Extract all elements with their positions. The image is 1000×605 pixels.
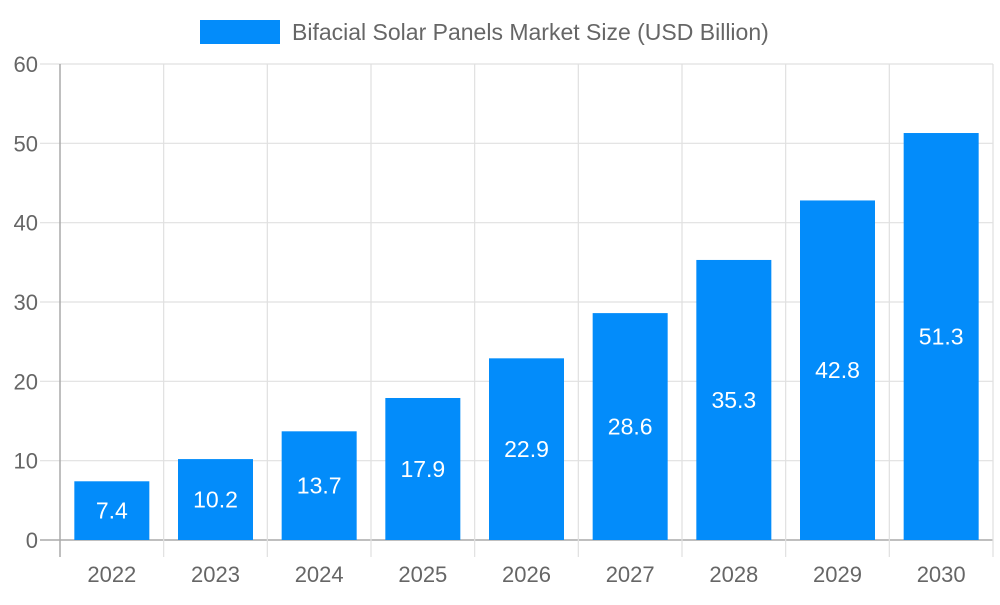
- y-tick-label: 0: [26, 528, 38, 553]
- y-tick-label: 10: [14, 449, 38, 474]
- data-label: 42.8: [815, 357, 860, 383]
- y-tick-label: 20: [14, 369, 38, 394]
- bar-2022: [74, 481, 150, 540]
- x-tick-label: 2024: [295, 562, 344, 587]
- data-label: 51.3: [919, 324, 964, 350]
- bar-2030: [903, 133, 979, 540]
- legend[interactable]: Bifacial Solar Panels Market Size (USD B…: [200, 19, 769, 45]
- bar-2026: [489, 358, 564, 540]
- y-tick-label: 50: [14, 131, 38, 156]
- bar-2027: [592, 313, 668, 540]
- data-label: 17.9: [400, 456, 445, 482]
- data-label: 35.3: [711, 387, 756, 413]
- x-tick-label: 2030: [917, 562, 966, 587]
- bar-2028: [696, 259, 772, 540]
- x-tick-label: 2026: [502, 562, 551, 587]
- x-tick-label: 2027: [606, 562, 655, 587]
- bar-2025: [385, 397, 461, 540]
- data-label: 7.4: [96, 498, 128, 524]
- legend-label: Bifacial Solar Panels Market Size (USD B…: [292, 19, 769, 45]
- y-tick-label: 30: [14, 290, 38, 315]
- bar-2023: [178, 459, 253, 540]
- bar-2024: [281, 431, 357, 540]
- y-tick-label: 40: [14, 211, 38, 236]
- data-label: 22.9: [504, 436, 549, 462]
- data-label: 28.6: [608, 414, 653, 440]
- legend-swatch: [200, 20, 280, 44]
- y-tick-label: 60: [14, 52, 38, 77]
- x-tick-label: 2029: [813, 562, 862, 587]
- x-tick-label: 2023: [191, 562, 240, 587]
- x-tick-label: 2025: [398, 562, 447, 587]
- data-label: 13.7: [297, 473, 342, 499]
- x-tick-label: 2022: [87, 562, 136, 587]
- bar-2029: [800, 200, 875, 540]
- data-label: 10.2: [193, 487, 238, 513]
- x-tick-label: 2028: [709, 562, 758, 587]
